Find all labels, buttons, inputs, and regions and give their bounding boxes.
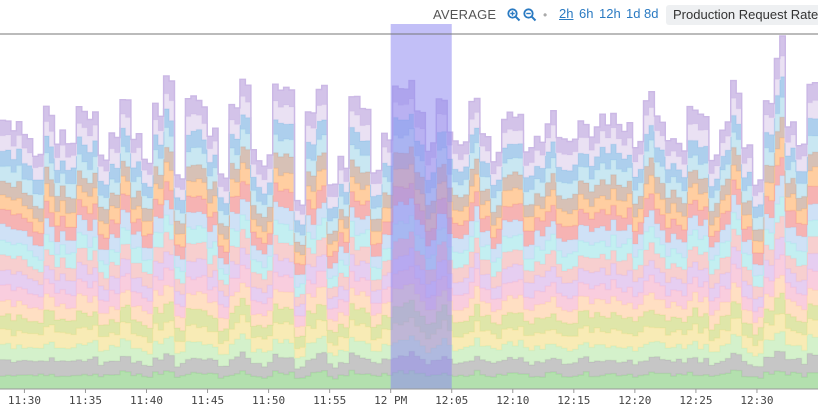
x-tick-label-13: 12:30 bbox=[740, 394, 773, 407]
series-area-11[interactable] bbox=[0, 175, 818, 288]
x-tick-label-6: 11:55 bbox=[313, 394, 346, 407]
zoom-out-icon[interactable] bbox=[523, 8, 537, 22]
x-tick-label-4: 11:45 bbox=[191, 394, 224, 407]
range-1d[interactable]: 1d bbox=[626, 6, 641, 21]
x-tick-label-9: 12:10 bbox=[496, 394, 529, 407]
x-tick-label-2: 11:35 bbox=[69, 394, 102, 407]
separator-dot: • bbox=[543, 8, 548, 22]
chart-toolbar: AVERAGE • 2h 6h 12h 1d 8d Production Req… bbox=[0, 0, 818, 30]
x-axis: 11:30 11:35 11:40 11:45 11:50 11:55 12 PM 12:05… bbox=[8, 389, 774, 407]
series-area-14[interactable] bbox=[0, 117, 818, 255]
series-area-15[interactable] bbox=[0, 97, 818, 246]
x-tick-label-7: 12 PM bbox=[374, 394, 407, 407]
x-tick-label-3: 11:40 bbox=[130, 394, 163, 407]
x-tick-label-10: 12:15 bbox=[557, 394, 590, 407]
x-tick-label-1: 11:30 bbox=[8, 394, 41, 407]
chart-title[interactable]: Production Request Rates bbox=[666, 5, 818, 25]
x-tick-label-8: 12:05 bbox=[435, 394, 468, 407]
series-area-18[interactable] bbox=[0, 36, 818, 215]
range-12h[interactable]: 12h bbox=[599, 6, 621, 21]
series-area-12[interactable] bbox=[0, 157, 818, 275]
range-8d[interactable]: 8d bbox=[644, 6, 659, 21]
x-tick-label-12: 12:25 bbox=[679, 394, 712, 407]
range-6h[interactable]: 6h bbox=[579, 6, 594, 21]
series-area-13[interactable] bbox=[0, 137, 818, 265]
series-area-17[interactable] bbox=[0, 56, 818, 225]
x-tick-label-11: 12:20 bbox=[618, 394, 651, 407]
series-area-16[interactable] bbox=[0, 76, 818, 236]
x-tick-label-5: 11:50 bbox=[252, 394, 285, 407]
aggregation-label[interactable]: AVERAGE bbox=[433, 7, 497, 22]
zoom-in-icon[interactable] bbox=[507, 8, 521, 22]
highlight-range bbox=[390, 24, 452, 389]
range-2h[interactable]: 2h bbox=[559, 6, 574, 21]
